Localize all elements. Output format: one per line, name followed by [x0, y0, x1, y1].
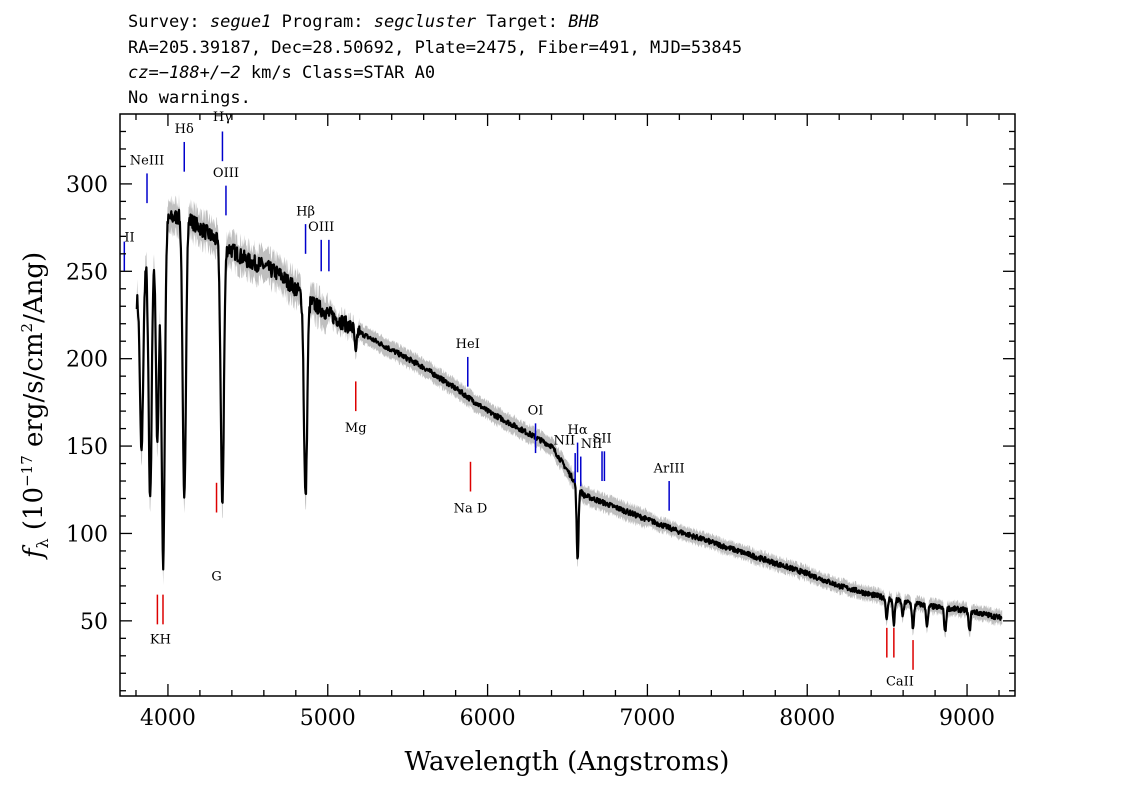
y-tick-label: 50 [80, 610, 108, 635]
emission-line-label: OIII [308, 220, 334, 235]
flux-line [135, 208, 1003, 633]
emission-line-label: NII [581, 437, 603, 452]
emission-line-label: Hδ [175, 122, 194, 137]
absorption-line-label: Na D [454, 501, 488, 516]
x-tick-label: 7000 [619, 706, 675, 731]
emission-line-label: OIII [213, 166, 239, 181]
axis-ticks: 4000 5000 6000 7000 8000 9000 50 100 150 200 250 30… [66, 114, 1015, 731]
error-band [136, 194, 1003, 638]
cz-value: −188+/−2 [158, 63, 241, 83]
emission-line-label: NeIII [130, 154, 164, 169]
line-markers: IINeIIIHδHγOIIIHβOIIIHeIOINIIHαNIISIIArI… [123, 110, 914, 689]
x-tick-label: 8000 [779, 706, 835, 731]
emission-line-label: Hα [568, 423, 588, 438]
flux-series [135, 208, 1003, 633]
emission-line-label: Hγ [213, 110, 232, 125]
x-tick-label: 4000 [140, 706, 196, 731]
header-line-survey: Survey: segue1 Program: segcluster Targe… [128, 12, 599, 32]
absorption-line-label: Mg [345, 421, 367, 436]
emission-line-label: II [124, 231, 134, 246]
y-tick-label: 300 [66, 173, 108, 198]
header-line-warnings: No warnings. [128, 88, 251, 108]
target-name: BHB [568, 12, 599, 32]
header-line-coords: RA=205.39187, Dec=28.50692, Plate=2475, … [128, 38, 743, 58]
error-band-area [136, 194, 1003, 638]
emission-line-label: OI [528, 404, 544, 419]
emission-line-label: SII [592, 432, 611, 447]
y-axis-title: fλ (10−17 erg/s/cm2/Ang) [18, 252, 52, 560]
absorption-line-label: G [211, 569, 221, 584]
absorption-line-label: CaII [886, 674, 914, 689]
x-tick-label: 5000 [300, 706, 356, 731]
emission-line-label: Hβ [296, 204, 315, 219]
y-tick-label: 150 [66, 435, 108, 460]
x-axis-title: Wavelength (Angstroms) [405, 747, 730, 777]
absorption-line-label: KH [150, 632, 171, 647]
header-line-redshift: cz=−188+/−2 km/s Class=STAR A0 [128, 63, 436, 83]
survey-name: segue1 [209, 12, 272, 32]
y-tick-label: 100 [66, 522, 108, 547]
y-tick-label: 250 [66, 260, 108, 285]
y-tick-label: 200 [66, 348, 108, 373]
emission-line-label: ArIII [653, 461, 685, 476]
emission-line-label: HeI [456, 337, 480, 352]
plot-frame [119, 113, 1016, 697]
x-tick-label: 6000 [460, 706, 516, 731]
program-name: segcluster [373, 12, 477, 32]
emission-line-label: NII [554, 433, 576, 448]
x-tick-label: 9000 [939, 706, 995, 731]
